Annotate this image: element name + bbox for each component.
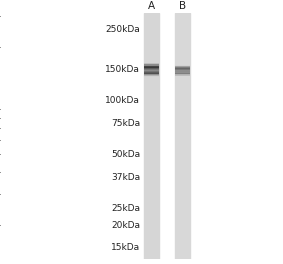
Bar <box>175 13 190 259</box>
Text: B: B <box>179 1 186 11</box>
Text: 37kDa: 37kDa <box>111 173 140 182</box>
Text: 20kDa: 20kDa <box>111 221 140 230</box>
Text: A: A <box>148 1 155 11</box>
Text: 250kDa: 250kDa <box>105 25 140 34</box>
Text: 150kDa: 150kDa <box>105 65 140 74</box>
Bar <box>144 13 159 259</box>
Text: 25kDa: 25kDa <box>111 204 140 213</box>
Text: 50kDa: 50kDa <box>111 150 140 159</box>
Text: 15kDa: 15kDa <box>111 243 140 252</box>
Text: 75kDa: 75kDa <box>111 119 140 128</box>
Text: 100kDa: 100kDa <box>105 96 140 105</box>
